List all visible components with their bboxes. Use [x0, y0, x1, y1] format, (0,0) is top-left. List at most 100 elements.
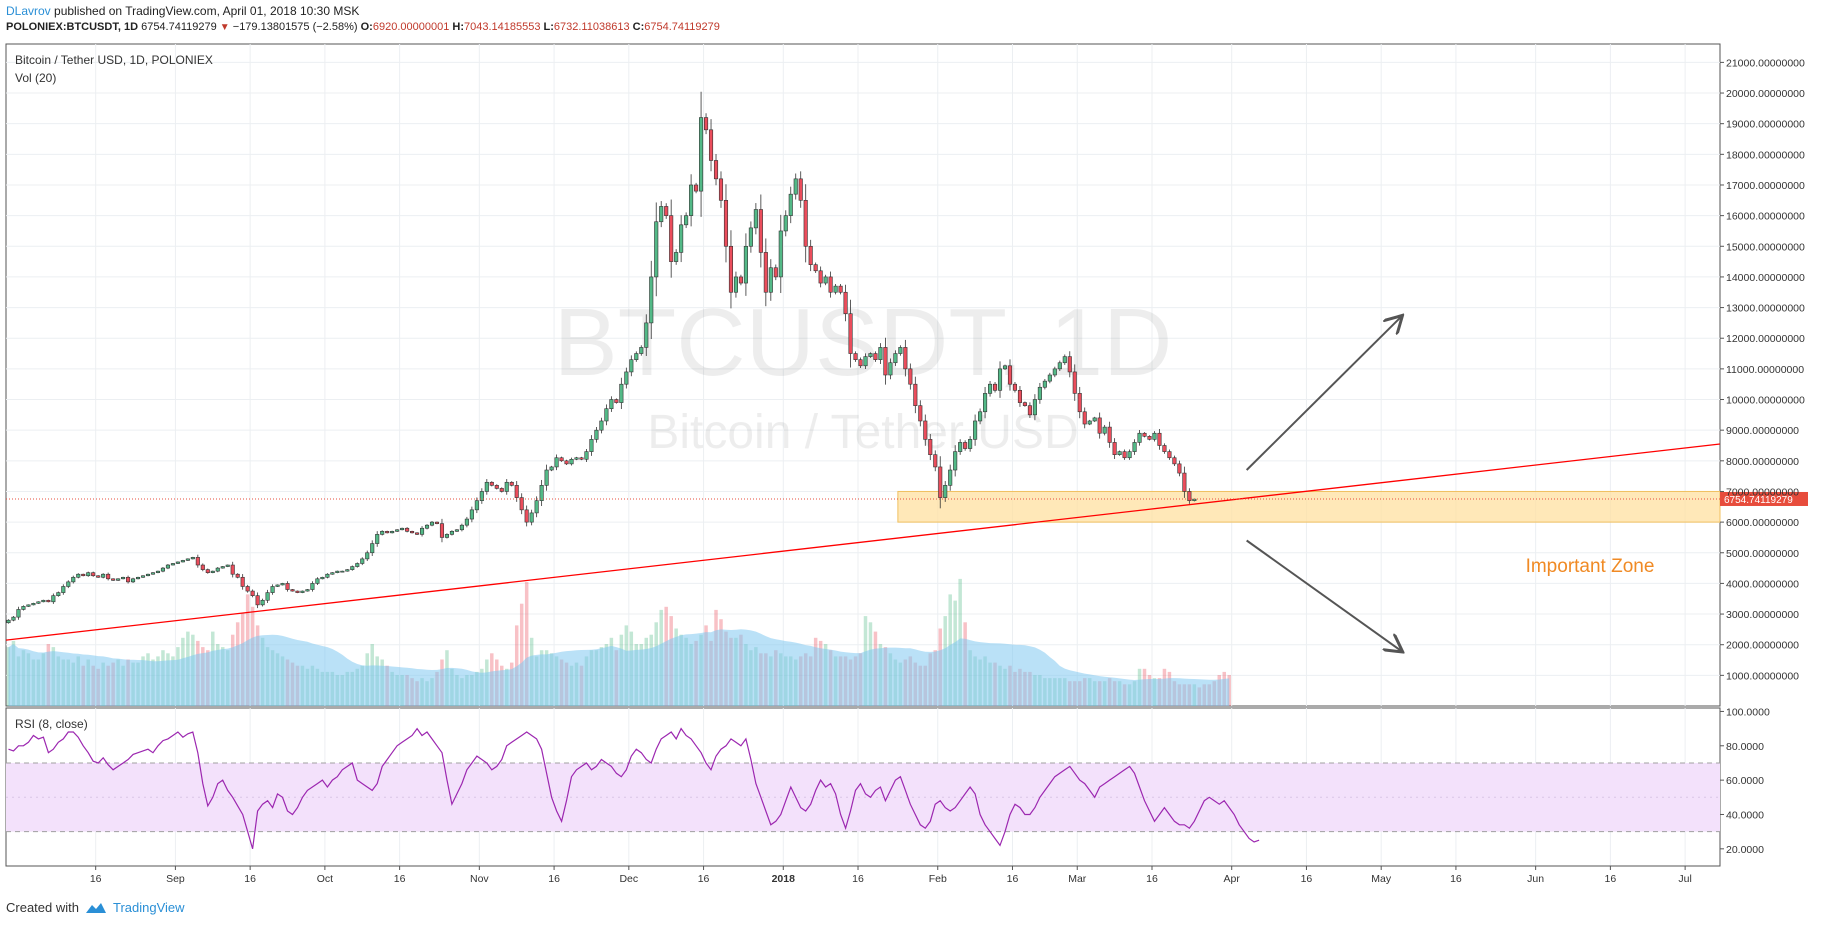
- watermark-symbol: BTCUSDT, 1D: [554, 289, 1173, 396]
- price-tick-label: 19000.00000000: [1726, 119, 1805, 131]
- price-tick-label: 13000.00000000: [1726, 303, 1805, 315]
- candle-body: [848, 313, 853, 354]
- candle-body: [868, 353, 873, 357]
- candle-body: [539, 485, 544, 501]
- candle-body: [255, 595, 260, 606]
- watermark-name: Bitcoin / Tether USD: [647, 406, 1078, 459]
- candle-body: [111, 578, 116, 581]
- candle-body: [454, 529, 459, 532]
- time-tick-label: 16: [244, 873, 256, 885]
- candle-body: [1037, 386, 1042, 400]
- candle-body: [813, 264, 818, 272]
- candle-body: [1097, 417, 1102, 434]
- candle-body: [584, 451, 589, 460]
- price-tick-label: 15000.00000000: [1726, 241, 1805, 253]
- low-label: L:: [543, 21, 554, 33]
- time-tick-label: Nov: [470, 873, 489, 885]
- candle-body: [1062, 356, 1067, 364]
- time-tick-label: 16: [1301, 873, 1313, 885]
- candle-body: [524, 509, 529, 523]
- candle-body: [544, 469, 549, 486]
- candle-body: [564, 460, 569, 465]
- candle-body: [609, 399, 614, 410]
- candle-body: [41, 599, 46, 603]
- candle-body: [434, 521, 440, 524]
- candle-body: [155, 570, 161, 573]
- candle-body: [26, 604, 31, 607]
- trend-line: [5, 443, 1721, 641]
- time-tick-label: Mar: [1068, 873, 1087, 885]
- time-tick-label: Oct: [317, 873, 333, 885]
- close-label: C:: [632, 21, 645, 33]
- last-price-badge: [1720, 491, 1808, 506]
- time-tick-label: Dec: [619, 873, 638, 885]
- price-tick-label: 2000.00000000: [1726, 640, 1799, 652]
- candle-body: [96, 575, 101, 578]
- candle-body: [131, 578, 136, 583]
- candle-body: [464, 518, 469, 526]
- candle-body: [195, 557, 200, 566]
- price-tick-label: 3000.00000000: [1726, 609, 1799, 621]
- footer: Created with TradingView: [6, 900, 185, 915]
- rsi-tick-label: 60.0000: [1726, 775, 1764, 787]
- candle-body: [1032, 399, 1037, 416]
- candle-body: [878, 347, 883, 360]
- candle-body: [569, 458, 574, 465]
- candle-body: [838, 285, 843, 293]
- candle-body: [81, 573, 86, 577]
- candle-body: [479, 491, 484, 501]
- candle-body: [778, 230, 783, 278]
- candle-body: [674, 252, 679, 262]
- candle-body: [738, 276, 743, 284]
- candle-body: [833, 285, 838, 293]
- last-price-label: 6754.74119279: [1724, 495, 1793, 506]
- rsi-tick-label: 40.0000: [1726, 809, 1764, 821]
- candle-body: [315, 578, 320, 584]
- candle-body: [753, 209, 758, 229]
- candle-body: [76, 573, 81, 578]
- rsi-tick-label: 100.0000: [1726, 706, 1770, 718]
- candle-body: [684, 215, 689, 226]
- candle-body: [400, 527, 405, 531]
- tradingview-link[interactable]: TradingView: [112, 900, 185, 915]
- candle-body: [803, 200, 808, 247]
- zone-label: Important Zone: [1526, 556, 1655, 577]
- candle-body: [86, 572, 91, 577]
- candle-body: [554, 457, 559, 468]
- candle-body: [594, 429, 599, 440]
- candle-body: [215, 567, 220, 572]
- close-value: 6754.74119279: [644, 21, 720, 33]
- candle-body: [340, 570, 345, 573]
- candle-body: [823, 276, 828, 284]
- down-arrow-icon: ▼: [219, 22, 230, 33]
- time-tick-label: May: [1371, 873, 1392, 885]
- time-tick-label: 16: [1007, 873, 1019, 885]
- price-tick-label: 18000.00000000: [1726, 149, 1805, 161]
- candle-body: [718, 178, 724, 201]
- author-link[interactable]: DLavrov: [6, 4, 51, 18]
- candle-body: [270, 586, 275, 593]
- candle-body: [529, 512, 534, 523]
- candle-body: [898, 347, 903, 354]
- candle-body: [121, 576, 126, 580]
- time-tick-label: Jun: [1527, 873, 1544, 885]
- candle-body: [883, 347, 888, 376]
- candle-body: [395, 529, 400, 532]
- candle-body: [534, 500, 539, 514]
- candle-body: [614, 399, 619, 403]
- time-tick-label: Sep: [166, 873, 185, 885]
- candle-body: [664, 206, 669, 216]
- price-tick-label: 1000.00000000: [1726, 670, 1799, 682]
- candle-body: [51, 595, 56, 603]
- time-tick-label: Jul: [1678, 873, 1691, 885]
- candle-body: [704, 117, 709, 131]
- time-tick-label: 16: [1450, 873, 1462, 885]
- candle-body: [963, 442, 968, 449]
- price-tick-label: 10000.00000000: [1726, 395, 1805, 407]
- candle-body: [380, 531, 385, 535]
- candle-body: [235, 573, 240, 578]
- candle-body: [968, 439, 973, 449]
- candle-body: [893, 353, 898, 364]
- publish-info: published on TradingView.com, April 01, …: [54, 4, 360, 18]
